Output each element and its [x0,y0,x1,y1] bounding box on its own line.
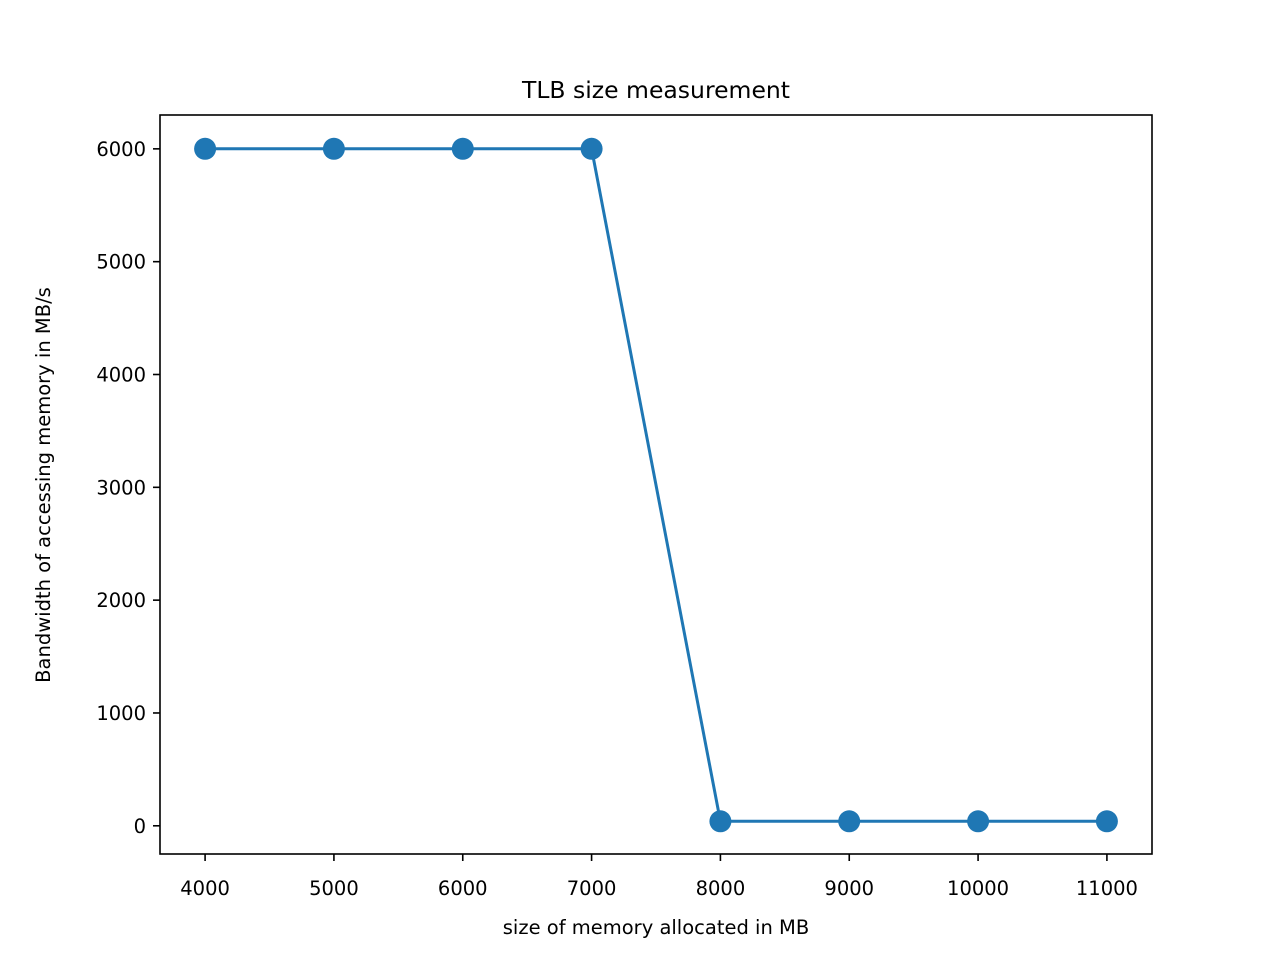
x-tick-label: 7000 [567,877,617,900]
chart-title: TLB size measurement [521,76,790,104]
y-tick-label: 2000 [96,589,146,612]
y-tick-label: 4000 [96,363,146,386]
data-point [1095,810,1118,833]
data-point [194,137,217,160]
data-point [451,137,474,160]
y-tick-label: 3000 [96,476,146,499]
x-tick-label: 11000 [1076,877,1138,900]
x-axis-label: size of memory allocated in MB [503,916,809,939]
data-point [838,810,861,833]
plot-area [194,137,1118,833]
y-axis-label: Bandwidth of accessing memory in MB/s [32,287,55,683]
y-tick-label: 5000 [96,251,146,274]
axes-frame [159,114,1153,855]
y-tick-label: 6000 [96,138,146,161]
y-tick-label: 0 [134,815,146,838]
x-tick-label: 9000 [824,877,874,900]
data-point [580,137,603,160]
x-tick-label: 10000 [947,877,1009,900]
data-point [709,810,732,833]
series-line [205,147,1107,823]
x-tick-label: 5000 [309,877,359,900]
x-tick-label: 6000 [438,877,488,900]
data-point [967,810,990,833]
x-axis-ticks: 4000 5000 6000 7000 8000 9000 10000 11000 [180,854,1138,900]
x-tick-label: 8000 [696,877,746,900]
data-point [322,137,345,160]
x-tick-label: 4000 [180,877,230,900]
y-axis-ticks: 0 1000 2000 3000 4000 5000 6000 [96,138,160,838]
y-tick-label: 1000 [96,702,146,725]
